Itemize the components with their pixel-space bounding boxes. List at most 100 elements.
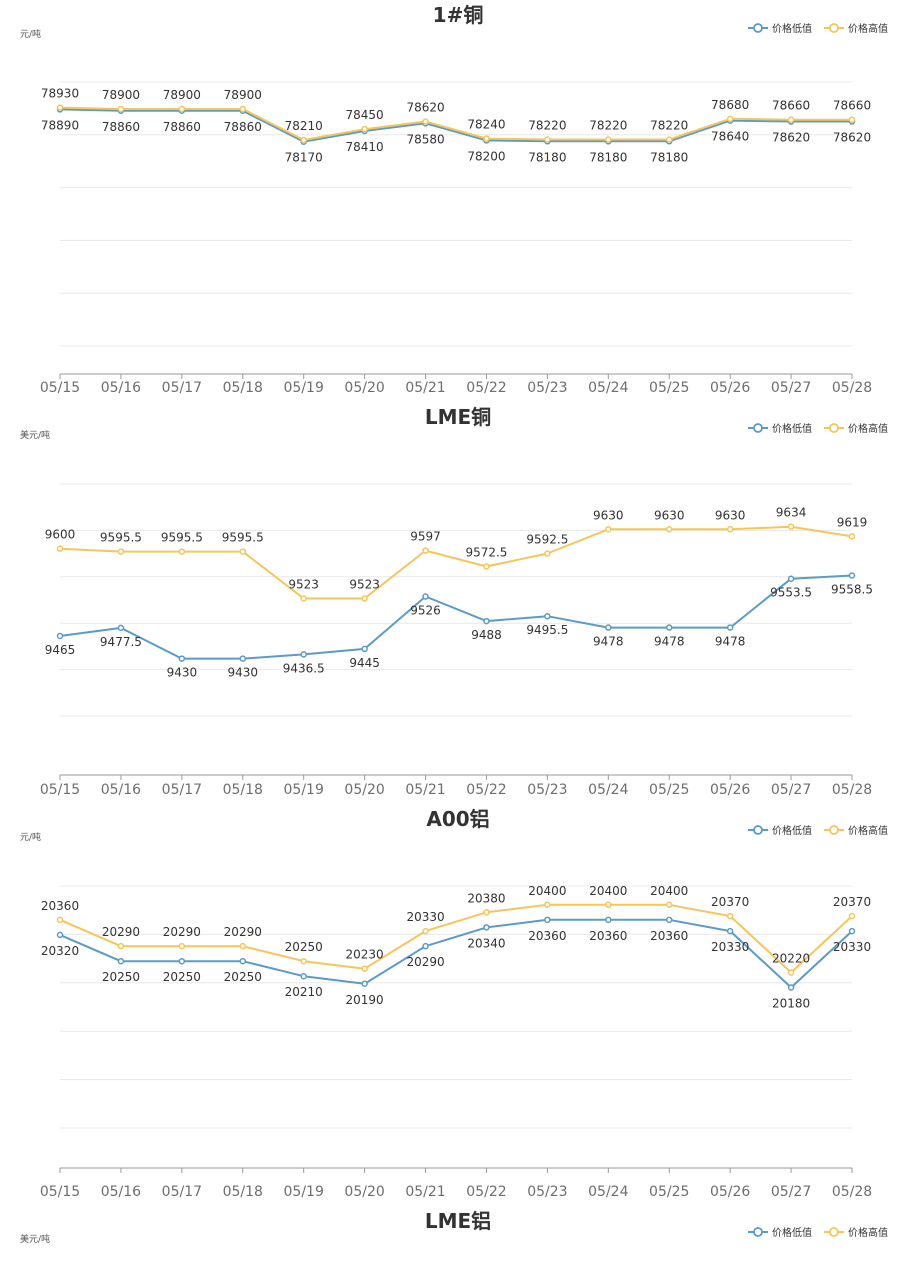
series-line-high (59, 903, 853, 974)
data-label: 78680 (711, 98, 749, 112)
data-point (56, 545, 64, 552)
data-point (239, 957, 247, 965)
legend-marker (753, 23, 763, 33)
data-label: 78900 (224, 88, 262, 102)
data-label: 20250 (163, 970, 201, 984)
unit-label: 美元/吨 (20, 429, 50, 441)
chart-title: LME铜 (425, 405, 491, 429)
legend-label: 价格低值 (772, 1226, 812, 1239)
data-point (117, 548, 125, 555)
data-label: 78410 (346, 140, 384, 154)
legend-label: 价格高值 (848, 22, 888, 35)
data-label: 78660 (772, 99, 810, 113)
data-point (848, 572, 856, 579)
data-point (787, 969, 795, 976)
series-line-high (59, 525, 853, 600)
x-tick-label: 05/23 (527, 380, 567, 396)
data-label: 78200 (467, 149, 505, 163)
legend-marker (829, 825, 839, 835)
x-tick-label: 05/20 (344, 1184, 384, 1200)
data-label: 20210 (285, 985, 323, 999)
data-label: 9558.5 (831, 583, 873, 597)
legend-marker (829, 23, 839, 33)
data-point (178, 957, 186, 965)
x-tick-label: 05/19 (284, 1184, 324, 1200)
data-label: 20400 (528, 884, 566, 898)
x-tick-label: 05/16 (101, 380, 141, 396)
data-point (300, 972, 307, 980)
x-tick-label: 05/21 (405, 782, 445, 798)
data-label: 9495.5 (526, 623, 568, 637)
data-label: 78220 (528, 119, 566, 133)
data-label: 20290 (102, 925, 140, 939)
x-tick-label: 05/23 (527, 1184, 567, 1200)
legend-marker (753, 1227, 763, 1237)
data-label: 78220 (589, 119, 627, 133)
x-tick-label: 05/28 (832, 380, 872, 396)
data-label: 78220 (650, 119, 688, 133)
data-point (605, 526, 612, 533)
data-label: 78620 (772, 131, 810, 145)
x-tick-label: 05/28 (832, 1184, 872, 1200)
data-label: 9478 (654, 635, 685, 649)
data-point (56, 632, 64, 640)
data-label: 78900 (102, 88, 140, 102)
data-label: 20220 (772, 951, 810, 965)
x-tick-label: 05/19 (284, 380, 324, 396)
x-tick-label: 05/23 (527, 782, 567, 798)
data-label: 9572.5 (465, 545, 507, 559)
x-tick-label: 05/24 (588, 782, 628, 798)
data-label: 78180 (589, 150, 627, 164)
x-tick-label: 05/20 (344, 782, 384, 798)
x-tick-label: 05/25 (649, 380, 689, 396)
data-label: 9465 (45, 643, 76, 657)
data-point (239, 942, 247, 950)
data-point (56, 916, 64, 924)
x-tick-label: 05/26 (710, 380, 750, 396)
legend-marker (829, 1227, 839, 1237)
data-point (422, 593, 429, 600)
data-label: 78860 (102, 120, 140, 134)
data-label: 9595.5 (222, 531, 264, 545)
data-point (483, 924, 490, 931)
data-label: 9634 (776, 506, 807, 520)
data-label: 20230 (346, 948, 384, 962)
x-tick-label: 05/24 (588, 380, 628, 396)
data-point (422, 547, 429, 554)
data-label: 9436.5 (283, 661, 325, 675)
x-tick-label: 05/16 (101, 782, 141, 798)
data-point (361, 125, 368, 133)
data-point (605, 901, 612, 909)
data-point (178, 655, 186, 662)
data-label: 20330 (833, 940, 871, 954)
data-label: 9523 (349, 577, 380, 591)
data-point (361, 645, 368, 653)
data-point (665, 916, 673, 924)
data-label: 9477.5 (100, 635, 142, 649)
data-label: 9523 (288, 577, 319, 591)
data-label: 9595.5 (161, 531, 203, 545)
data-label: 9600 (45, 528, 76, 542)
data-label: 9445 (349, 656, 380, 670)
data-point (848, 912, 856, 920)
x-tick-label: 05/19 (284, 782, 324, 798)
data-point (239, 548, 247, 555)
data-label: 9553.5 (770, 586, 812, 600)
x-tick-label: 05/17 (162, 1184, 202, 1200)
data-point (605, 624, 612, 631)
legend-marker (753, 825, 763, 835)
data-point (544, 916, 551, 924)
data-label: 20340 (467, 936, 505, 950)
data-label: 20250 (224, 970, 262, 984)
data-label: 78450 (346, 108, 384, 122)
chart-title: LME铝 (425, 1209, 491, 1233)
data-label: 78890 (41, 118, 79, 132)
data-point (178, 548, 186, 555)
data-label: 20360 (528, 929, 566, 943)
data-label: 9478 (593, 635, 624, 649)
data-point (544, 901, 551, 909)
data-label: 20330 (711, 940, 749, 954)
x-tick-label: 05/22 (466, 1184, 506, 1200)
data-point (422, 942, 429, 950)
